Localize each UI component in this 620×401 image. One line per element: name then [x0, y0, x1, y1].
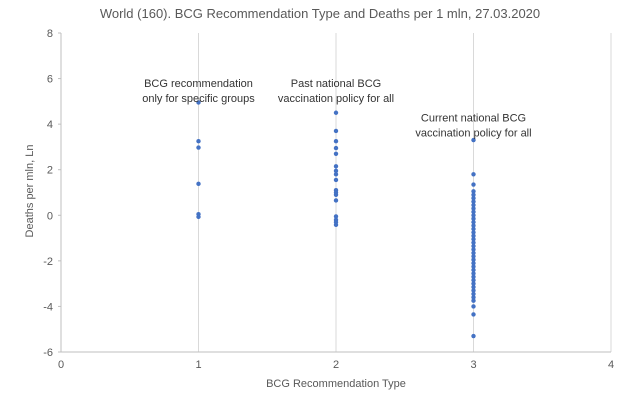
data-point	[471, 195, 476, 201]
data-point	[471, 213, 476, 218]
data-point	[333, 222, 339, 228]
annotation-line: vaccination policy for all	[278, 93, 394, 105]
y-tick-label: 2	[47, 165, 53, 177]
data-point	[471, 216, 476, 221]
data-point	[471, 202, 476, 208]
annotation: Past national BCG vaccination policy for …	[278, 78, 394, 105]
data-point	[471, 250, 476, 256]
data-point	[471, 240, 476, 245]
data-point	[471, 189, 476, 194]
data-point	[471, 267, 476, 273]
data-point	[471, 199, 476, 204]
annotation-line: only for specific groups	[142, 93, 255, 105]
data-point	[333, 145, 339, 151]
data-point	[471, 333, 476, 339]
data-point	[471, 230, 476, 235]
annotation-line: Past national BCG	[291, 78, 382, 90]
data-point	[471, 226, 476, 232]
data-point	[471, 291, 476, 297]
data-point	[333, 128, 339, 134]
y-tick-label: 6	[47, 74, 53, 86]
x-tick-label: 0	[58, 359, 64, 371]
data-point	[471, 192, 476, 197]
data-point	[471, 278, 476, 283]
data-point	[471, 274, 476, 280]
data-point	[333, 151, 339, 156]
y-tick-label: 8	[47, 28, 53, 40]
data-point	[333, 172, 339, 177]
data-point	[471, 312, 476, 317]
annotation: BCG recommendation only for specific grou…	[142, 78, 255, 105]
annotation-line: BCG recommendation	[144, 78, 253, 90]
data-point	[471, 237, 476, 242]
data-point	[471, 295, 476, 300]
data-point	[471, 137, 476, 143]
annotations: BCG recommendation only for specific grou…	[142, 78, 531, 139]
data-point	[196, 139, 201, 144]
data-point	[471, 257, 476, 262]
x-tick-label: 1	[195, 359, 201, 371]
data-point	[471, 264, 476, 269]
data-point	[196, 181, 201, 187]
x-axis-label: BCG Recommendation Type	[266, 378, 406, 390]
data-point	[196, 214, 201, 220]
data-point	[196, 145, 201, 150]
data-point	[471, 233, 476, 238]
data-point	[471, 254, 476, 259]
annotation: Current national BCG vaccination policy f…	[415, 112, 531, 139]
x-tick-label: 4	[608, 359, 614, 371]
data-point	[471, 271, 476, 276]
data-point	[471, 260, 476, 266]
data-point	[471, 298, 476, 303]
data-point	[333, 214, 339, 219]
x-tick-label: 3	[470, 359, 476, 371]
data-point	[333, 177, 339, 183]
data-point	[471, 219, 476, 225]
data-point	[471, 223, 476, 228]
data-point	[471, 247, 476, 252]
data-points	[196, 100, 476, 339]
annotation-line: Current national BCG	[421, 112, 526, 124]
data-point	[471, 288, 476, 293]
data-point	[471, 209, 476, 215]
grid-lines	[198, 33, 612, 352]
data-point	[471, 206, 476, 211]
data-point	[471, 284, 476, 290]
y-tick-label: 4	[47, 119, 53, 131]
data-point	[471, 243, 476, 249]
chart-title: World (160). BCG Recommendation Type and…	[100, 6, 540, 21]
data-point	[471, 182, 476, 187]
data-point	[471, 281, 476, 286]
data-point	[333, 164, 339, 169]
y-tick-label: -4	[43, 301, 53, 313]
data-point	[471, 304, 476, 309]
data-point	[333, 192, 339, 197]
data-point	[196, 100, 201, 105]
data-point	[333, 110, 339, 115]
data-point	[333, 168, 339, 174]
y-tick-label: 0	[47, 210, 53, 222]
tick-labels: 0 1 2 3 4 -6 -4 -2 0 2 4 6 8	[43, 28, 614, 371]
y-tick-label: -2	[43, 256, 53, 268]
x-tick-label: 2	[333, 359, 339, 371]
data-point	[333, 198, 339, 203]
y-axis-label: Deaths per mln, Ln	[24, 145, 36, 238]
data-point	[333, 139, 339, 144]
data-point	[471, 172, 476, 177]
axes	[58, 32, 611, 353]
y-tick-label: -6	[43, 347, 53, 359]
annotation-line: vaccination policy for all	[415, 127, 531, 139]
